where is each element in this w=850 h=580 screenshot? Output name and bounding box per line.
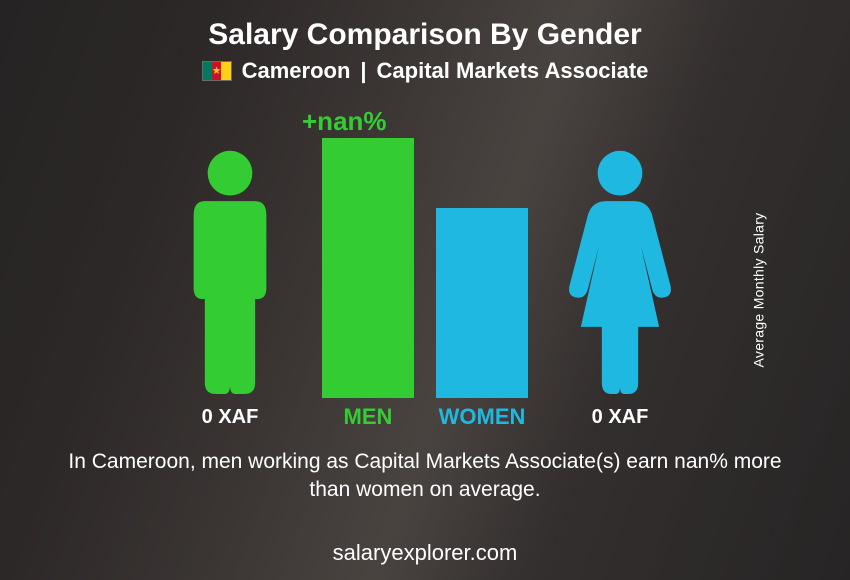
women-value-label: 0 XAF — [550, 406, 690, 429]
bottom-labels: 0 XAF MEN WOMEN 0 XAF — [160, 404, 690, 430]
women-bar-group — [436, 98, 528, 398]
men-bar — [322, 138, 414, 398]
flag-star-icon: ★ — [213, 66, 221, 77]
women-bar — [436, 208, 528, 398]
delta-label: +nan% — [302, 106, 387, 137]
description-text: In Cameroon, men working as Capital Mark… — [55, 448, 795, 505]
men-value-label: 0 XAF — [160, 406, 300, 429]
role-label: Capital Markets Associate — [377, 58, 649, 84]
page-title: Salary Comparison By Gender — [208, 18, 641, 52]
flag-stripe-left — [203, 62, 212, 80]
country-label: Cameroon — [242, 58, 351, 84]
men-icon-column — [160, 98, 300, 398]
footer-attribution: salaryexplorer.com — [333, 540, 518, 566]
women-icon-column — [550, 98, 690, 398]
woman-icon — [550, 148, 690, 394]
flag-stripe-right — [221, 62, 230, 80]
y-axis-label: Average Monthly Salary — [751, 213, 767, 368]
women-category-label: WOMEN — [436, 404, 528, 430]
men-category-label: MEN — [322, 404, 414, 430]
cameroon-flag-icon: ★ — [202, 61, 232, 81]
men-bar-group: +nan% — [322, 98, 414, 398]
subtitle-row: ★ Cameroon | Capital Markets Associate — [202, 58, 649, 84]
separator: | — [360, 58, 366, 84]
chart-area: +nan% — [160, 98, 690, 398]
man-icon — [160, 148, 300, 394]
